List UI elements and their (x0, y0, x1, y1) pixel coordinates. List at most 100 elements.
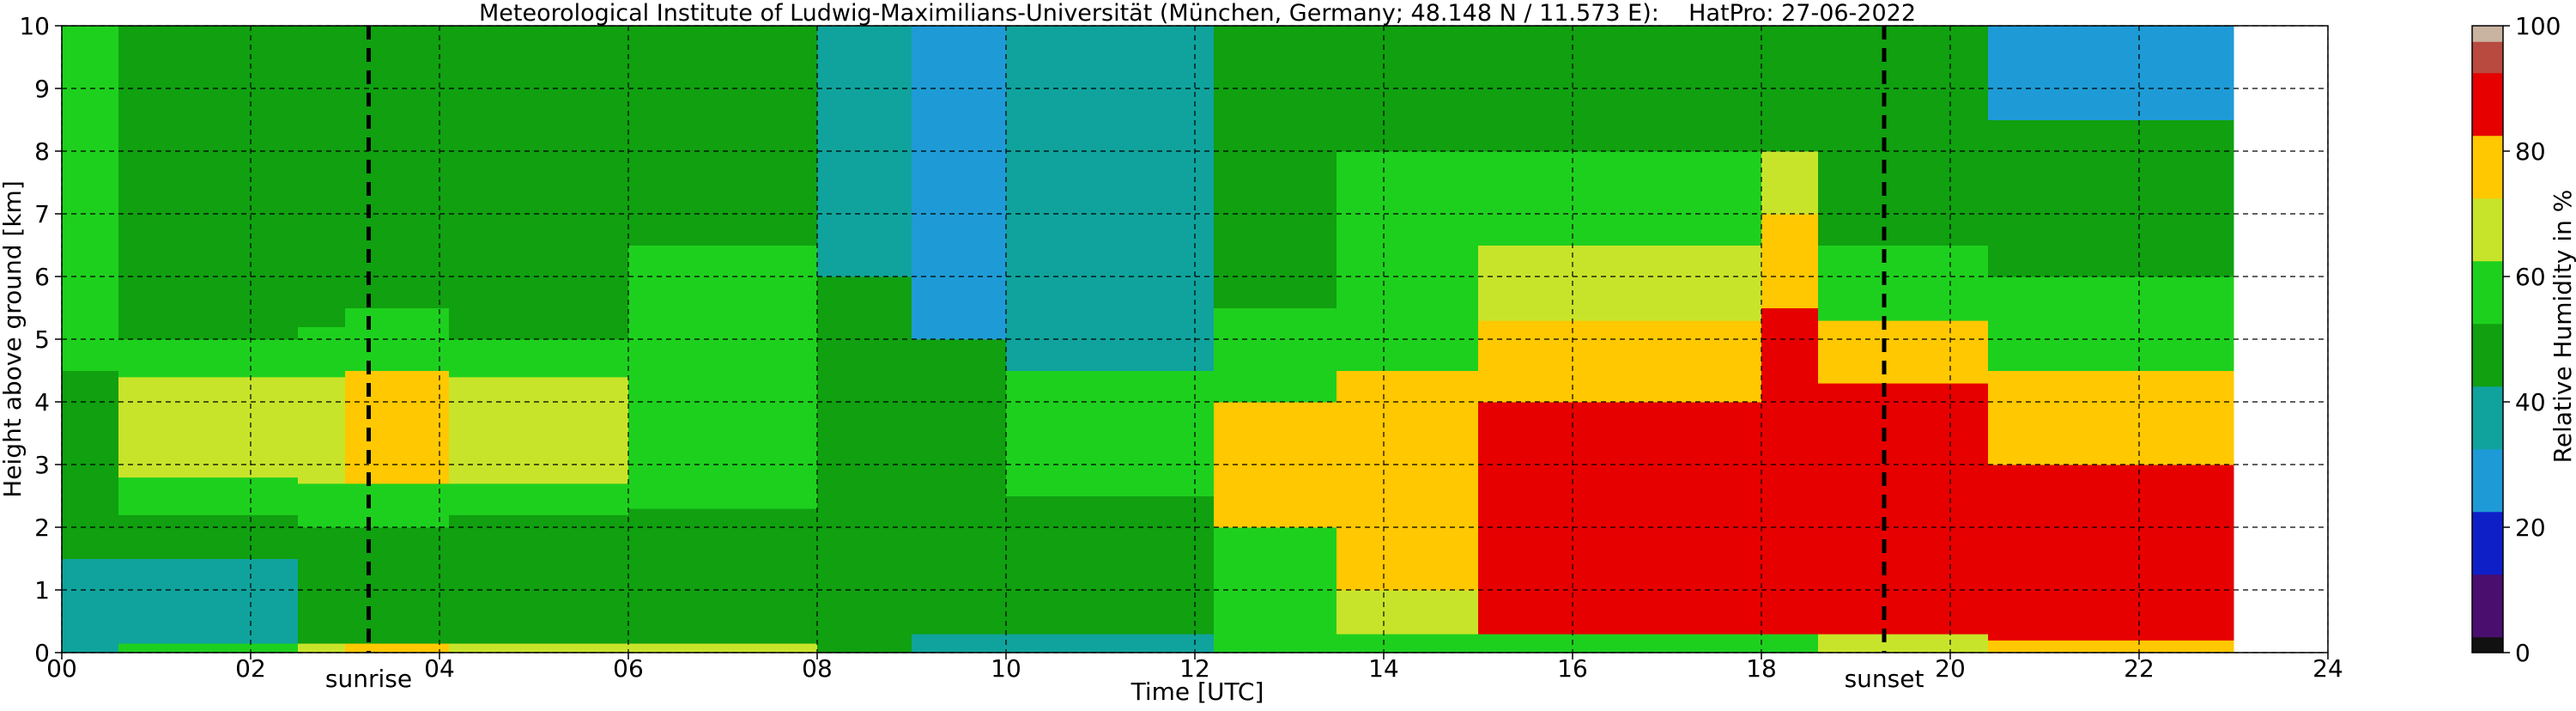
heatmap-cell (912, 634, 1007, 653)
plot-area (62, 26, 2234, 653)
y-axis-label: Height above ground [km] (0, 180, 27, 498)
heatmap-cell (1761, 634, 1819, 653)
heatmap-cell (1818, 26, 1989, 246)
heatmap-cell (298, 376, 346, 484)
colorbar-swatch (2472, 636, 2503, 653)
heatmap-cell (298, 643, 346, 653)
y-tick-label: 1 (34, 576, 50, 605)
heatmap-cell (118, 26, 299, 340)
heatmap-cell (1988, 640, 2234, 653)
heatmap-cell (1336, 634, 1479, 653)
colorbar-swatch (2472, 135, 2503, 199)
colorbar-tick-label: 60 (2515, 263, 2546, 291)
y-tick-label: 10 (19, 12, 50, 40)
heatmap-cell (345, 370, 450, 484)
event-label: sunset (1845, 665, 1924, 693)
y-tick-label: 4 (34, 388, 50, 416)
heatmap-cell (449, 339, 629, 378)
heatmap-cell (817, 433, 912, 635)
heatmap-cell (912, 495, 1007, 635)
heatmap-cell (628, 643, 818, 653)
heatmap-cell (817, 634, 912, 653)
x-tick-label: 14 (1368, 654, 1399, 683)
heatmap-cell (449, 643, 629, 653)
heatmap-cell (449, 376, 629, 484)
heatmap-cell (912, 339, 1007, 496)
heatmap-cell (1761, 151, 1819, 215)
colorbar-tick-label: 80 (2515, 137, 2546, 166)
chart-title: Meteorological Institute of Ludwig-Maxim… (479, 0, 1916, 27)
y-tick-label: 6 (34, 263, 50, 291)
colorbar-swatch (2472, 323, 2503, 387)
heatmap-cell (628, 245, 818, 371)
heatmap-cell (62, 26, 119, 371)
heatmap-cell (1478, 320, 1762, 403)
x-tick-label: 18 (1746, 654, 1777, 683)
colorbar-tick-label: 20 (2515, 514, 2546, 542)
event-label: sunrise (325, 665, 412, 693)
heatmap-cell (1761, 307, 1819, 635)
heatmap-cell (118, 558, 299, 644)
colorbar-swatch (2472, 448, 2503, 513)
heatmap-cell (1818, 245, 1989, 321)
heatmap-cell (1988, 119, 2234, 277)
heatmap-cell (1214, 307, 1337, 403)
heatmap-cell (628, 370, 818, 509)
colorbar-tick-label: 40 (2515, 388, 2546, 416)
heatmap-cell (345, 527, 450, 644)
x-tick-label: 06 (613, 654, 644, 683)
x-axis: 00 02 04 06 08 10 12 14 16 18 20 22 24 (46, 653, 2343, 683)
heatmap-cell (62, 370, 119, 503)
heatmap-cell (62, 634, 119, 653)
colorbar-swatch (2472, 386, 2503, 450)
colorbar-swatch (2472, 511, 2503, 575)
heatmap-cell (345, 643, 450, 653)
colorbar-swatch (2472, 41, 2503, 74)
x-tick-label: 00 (46, 654, 77, 683)
heatmap-cell (118, 376, 299, 478)
x-tick-label: 22 (2124, 654, 2155, 683)
heatmap-cell (628, 508, 818, 644)
heatmap-cell (118, 643, 299, 653)
colorbar-swatch (2472, 260, 2503, 325)
x-tick-label: 20 (1935, 654, 1966, 683)
event-lines: sunrise sunset (325, 26, 1924, 693)
heatmap-cell (1988, 26, 2234, 120)
heatmap-cell (1006, 370, 1215, 496)
heatmap-cell (62, 558, 119, 635)
x-tick-label: 10 (991, 654, 1021, 683)
heatmap-cell (449, 483, 629, 515)
heatmap-cell (1214, 527, 1337, 629)
heatmap-cell (1761, 214, 1819, 308)
y-tick-label: 0 (34, 639, 50, 667)
heatmap-cell (118, 339, 299, 378)
heatmap-cell (912, 26, 1007, 340)
heatmap-cell (1478, 634, 1762, 653)
heatmap-cell (1214, 26, 1337, 183)
heatmap-cell (118, 477, 299, 515)
x-tick-label: 02 (235, 654, 266, 683)
x-axis-label: Time [UTC] (1130, 678, 1264, 706)
colorbar-tick-label: 100 (2515, 12, 2561, 40)
heatmap-cell (298, 326, 346, 378)
heatmap-cell (1214, 182, 1337, 308)
heatmap-cell (298, 527, 346, 644)
heatmap-cell (345, 483, 450, 528)
y-tick-label: 8 (34, 137, 50, 166)
heatmap-cell (1336, 590, 1479, 635)
colorbar-label: Relative Humidity in % (2549, 190, 2576, 464)
y-tick-label: 3 (34, 451, 50, 479)
colorbar-swatch (2472, 198, 2503, 262)
x-tick-label: 04 (424, 654, 455, 683)
colorbar-swatch (2472, 574, 2503, 638)
colorbar-swatch (2472, 26, 2503, 42)
heatmap-cell (1818, 634, 1989, 653)
heatmap-cell (1336, 245, 1479, 371)
heatmap-cell (1988, 276, 2234, 371)
heatmap-cell (449, 26, 629, 340)
heatmap-cell (1818, 383, 1989, 635)
heatmap-cell (1006, 26, 1215, 371)
heatmap-cell (345, 26, 450, 308)
